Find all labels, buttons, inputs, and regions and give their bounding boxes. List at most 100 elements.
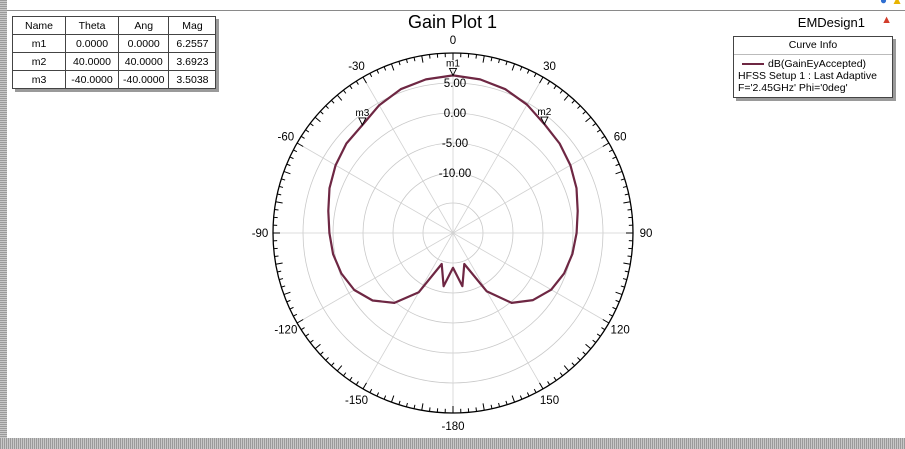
angle-tick	[275, 201, 283, 204]
angle-tick	[615, 299, 620, 303]
marker-triangle	[540, 116, 549, 126]
marker-label: m2	[537, 107, 551, 118]
angle-tick	[398, 61, 401, 66]
marker-triangle	[448, 68, 458, 77]
angle-tick	[355, 80, 359, 85]
angle-tick	[277, 270, 282, 273]
radial-tick-label: -5.00	[442, 138, 468, 150]
angle-tick-label: 120	[611, 325, 630, 337]
angle-tick	[582, 111, 587, 115]
angle-tick	[405, 402, 408, 407]
angle-tick	[563, 365, 570, 372]
warning-icon[interactable]: ▲	[891, 0, 903, 7]
angle-tick	[547, 381, 551, 386]
angle-tick	[505, 61, 508, 66]
angle-tick	[369, 388, 373, 393]
left-scroll-rail[interactable]	[0, 0, 7, 449]
angle-tick	[293, 313, 298, 317]
angle-tick	[498, 59, 501, 64]
marker-table[interactable]: Name Theta Ang Mag m1 0.0000 0.0000 6.25…	[12, 16, 217, 89]
angle-tick	[376, 392, 380, 397]
angle-tick	[533, 388, 537, 393]
angle-tick	[383, 66, 387, 71]
angle-tick	[585, 116, 592, 123]
angle-tick	[421, 403, 424, 411]
angle-tick-label: -150	[345, 395, 368, 407]
angle-tick	[490, 404, 493, 409]
angle-tick	[325, 357, 329, 361]
cell-theta: -40.0000	[65, 70, 119, 89]
cell-mag: 6.2557	[168, 34, 217, 53]
angle-tick	[519, 395, 523, 400]
angle-tick-label: 30	[543, 61, 556, 73]
bottom-scroll-rail[interactable]	[0, 438, 905, 449]
curve-info-legend[interactable]: Curve Info dB(GainEyAccepted) HFSS Setup…	[733, 36, 893, 98]
column-header-ang: Ang	[117, 16, 170, 35]
angle-tick	[475, 407, 477, 412]
angle-tick	[601, 135, 606, 139]
angle-tick	[286, 163, 291, 167]
angle-tick	[349, 85, 353, 90]
angle-tick	[601, 327, 606, 331]
angle-tick	[559, 372, 563, 377]
angle-tick	[296, 142, 304, 147]
angle-tick	[281, 178, 286, 181]
angle-tick	[511, 63, 516, 71]
angle-tick	[615, 170, 623, 175]
angle-tick	[286, 299, 291, 303]
grid-spoke	[296, 142, 454, 234]
angle-tick	[553, 85, 557, 90]
corner-status-icons: ● ▲	[880, 0, 903, 7]
angle-tick	[413, 404, 416, 409]
angle-tick	[289, 306, 294, 310]
angle-tick	[526, 392, 530, 397]
angle-tick	[305, 333, 310, 337]
angle-tick	[622, 278, 627, 281]
table-row[interactable]: m1 0.0000 0.0000 6.2557	[12, 34, 217, 53]
top-divider	[7, 10, 905, 11]
legend-trace-name: dB(GainEyAccepted)	[768, 58, 867, 70]
table-row[interactable]: m3 -40.0000 -40.0000 3.5038	[12, 70, 217, 89]
angle-tick	[376, 69, 380, 74]
angle-tick	[615, 163, 620, 167]
angle-tick	[623, 262, 631, 265]
angle-tick	[563, 94, 570, 101]
plot-title: Gain Plot 1	[407, 12, 498, 32]
angle-tick-label: 150	[540, 395, 559, 407]
angle-tick	[336, 94, 343, 101]
angle-tick	[623, 201, 631, 204]
angle-tick	[592, 339, 597, 343]
marker-triangle	[358, 117, 367, 126]
angle-tick	[383, 395, 387, 400]
angle-tick	[539, 76, 544, 84]
angle-tick	[627, 255, 632, 257]
cell-theta: 40.0000	[65, 52, 119, 71]
angle-tick	[596, 129, 601, 133]
angle-tick	[300, 327, 305, 331]
angle-tick	[505, 400, 508, 405]
legend-header: Curve Info	[734, 37, 892, 55]
angle-tick	[421, 55, 424, 63]
grid-spoke	[452, 142, 610, 234]
angle-tick	[577, 105, 581, 109]
design-name: EMDesign1	[797, 15, 865, 30]
angle-tick	[331, 362, 335, 367]
angle-tick-label: 0	[450, 35, 456, 47]
angle-tick-label: -120	[274, 325, 297, 337]
angle-tick	[309, 123, 314, 127]
angle-tick	[277, 193, 282, 196]
angle-tick	[305, 129, 310, 133]
legend-entry[interactable]: dB(GainEyAccepted)	[734, 55, 892, 70]
info-icon[interactable]: ●	[879, 0, 888, 7]
angle-tick	[283, 291, 291, 296]
angle-tick	[475, 54, 477, 59]
cell-ang: 40.0000	[117, 52, 170, 71]
table-row[interactable]: m2 40.0000 40.0000 3.6923	[12, 52, 217, 71]
angle-tick	[279, 185, 284, 188]
angle-tick	[602, 142, 610, 147]
angle-tick	[482, 403, 485, 411]
angle-tick	[627, 209, 632, 211]
angle-tick	[349, 376, 353, 381]
column-header-name: Name	[12, 16, 66, 35]
